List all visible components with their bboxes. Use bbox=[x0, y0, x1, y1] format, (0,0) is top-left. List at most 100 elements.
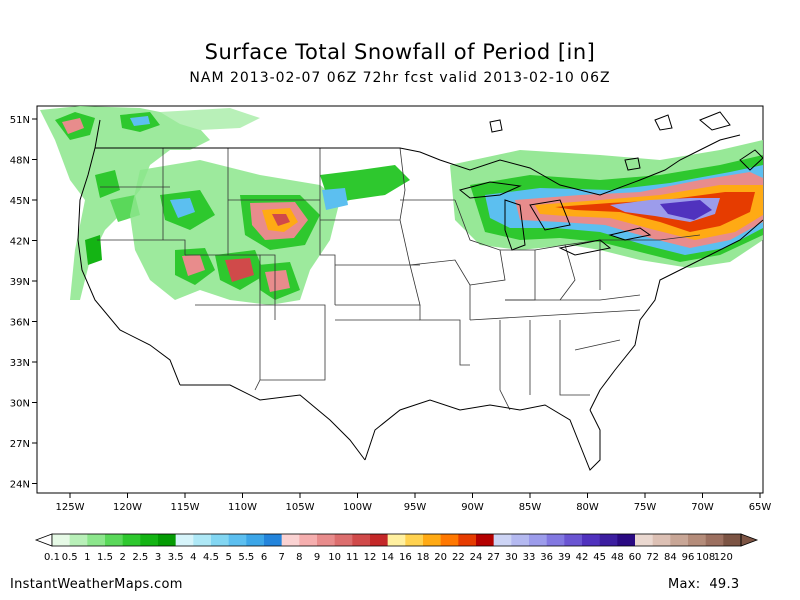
colorbar-label: 45 bbox=[593, 552, 606, 563]
coastlines bbox=[77, 111, 763, 471]
colorbar-label: 22 bbox=[452, 552, 465, 563]
colorbar-label: 84 bbox=[664, 552, 677, 563]
colorbar-swatch bbox=[228, 534, 247, 546]
colorbar-swatch bbox=[211, 534, 229, 546]
lon-label: 75W bbox=[634, 502, 657, 513]
lon-label: 115W bbox=[171, 502, 200, 513]
colorbar-swatch bbox=[440, 534, 459, 546]
colorbar-swatch bbox=[405, 534, 424, 546]
lat-label: 39N bbox=[10, 277, 30, 288]
colorbar-label: 72 bbox=[646, 552, 659, 563]
colorbar-label: 30 bbox=[505, 552, 518, 563]
colorbar-swatch bbox=[175, 534, 194, 546]
lon-label: 125W bbox=[56, 502, 85, 513]
colorbar-label: 20 bbox=[434, 552, 447, 563]
colorbar-label: 120 bbox=[714, 552, 733, 563]
colorbar-swatch bbox=[158, 534, 176, 546]
colorbar-label: 3 bbox=[155, 552, 161, 563]
colorbar-label: 10 bbox=[328, 552, 341, 563]
colorbar-swatch bbox=[423, 534, 441, 546]
colorbar-label: 16 bbox=[399, 552, 412, 563]
colorbar-swatch bbox=[193, 534, 212, 546]
colorbar-swatch bbox=[317, 534, 335, 546]
lon-label: 65W bbox=[749, 502, 772, 513]
colorbar-label: 12 bbox=[364, 552, 377, 563]
lat-label: 24N bbox=[10, 480, 30, 491]
colorbar-swatch bbox=[493, 534, 512, 546]
colorbar-outline bbox=[51, 533, 742, 547]
colorbar-swatch bbox=[670, 534, 689, 546]
latitude-axis: 51N 48N 45N 42N 39N 36N 33N 30N 27N 24N bbox=[10, 115, 37, 491]
colorbar-label: 8 bbox=[296, 552, 302, 563]
colorbar-swatch bbox=[264, 534, 282, 546]
colorbar-swatch bbox=[617, 534, 636, 546]
colorbar-swatch bbox=[476, 534, 494, 546]
colorbar-swatch bbox=[69, 534, 88, 546]
max-readout: Max: 49.3 bbox=[668, 577, 740, 592]
lat-label: 36N bbox=[10, 318, 30, 329]
colorbar: 0.1 0.5 1 1.5 2 2.5 3 3.5 4 4.5 5 5.5 6 7 8 9 10 11 12 14 16… bbox=[34, 533, 759, 563]
lat-label: 51N bbox=[10, 115, 30, 126]
colorbar-label: 1 bbox=[84, 552, 90, 563]
colorbar-label: 33 bbox=[523, 552, 536, 563]
colorbar-label: 2.5 bbox=[132, 552, 148, 563]
lon-label: 85W bbox=[519, 502, 542, 513]
colorbar-swatch bbox=[688, 534, 706, 546]
colorbar-label: 2 bbox=[119, 552, 125, 563]
lon-label: 120W bbox=[113, 502, 142, 513]
colorbar-swatch bbox=[140, 534, 159, 546]
lon-label: 95W bbox=[404, 502, 427, 513]
max-value: 49.3 bbox=[709, 577, 740, 592]
colorbar-swatch bbox=[564, 534, 583, 546]
lon-label: 105W bbox=[286, 502, 315, 513]
snow-region-northeast bbox=[450, 140, 763, 268]
colorbar-swatch bbox=[458, 534, 477, 546]
snow-region-northwest bbox=[40, 106, 260, 300]
colorbar-label: 9 bbox=[314, 552, 320, 563]
lon-label: 110W bbox=[228, 502, 257, 513]
colorbar-swatch bbox=[246, 534, 265, 546]
site-credit: InstantWeatherMaps.com bbox=[10, 577, 183, 592]
colorbar-swatch bbox=[352, 534, 371, 546]
colorbar-label: 5.5 bbox=[238, 552, 254, 563]
lat-label: 48N bbox=[10, 156, 30, 167]
colorbar-swatch bbox=[105, 534, 123, 546]
lat-label: 27N bbox=[10, 439, 30, 450]
colorbar-label: 48 bbox=[611, 552, 624, 563]
colorbar-swatch bbox=[705, 534, 724, 546]
lat-label: 42N bbox=[10, 237, 30, 248]
colorbar-swatch bbox=[546, 534, 565, 546]
colorbar-swatch bbox=[281, 534, 300, 546]
lat-label: 45N bbox=[10, 196, 30, 207]
colorbar-swatch bbox=[723, 534, 742, 546]
lat-label: 30N bbox=[10, 399, 30, 410]
lon-label: 100W bbox=[343, 502, 372, 513]
colorbar-swatch bbox=[582, 534, 600, 546]
colorbar-label: 60 bbox=[629, 552, 642, 563]
lon-label: 80W bbox=[576, 502, 599, 513]
colorbar-label: 24 bbox=[470, 552, 483, 563]
lon-label: 70W bbox=[691, 502, 714, 513]
map-subtitle: NAM 2013-02-07 06Z 72hr fcst valid 2013-… bbox=[189, 70, 611, 86]
colorbar-label: 18 bbox=[417, 552, 430, 563]
max-label: Max: bbox=[668, 577, 701, 592]
colorbar-swatch bbox=[387, 534, 406, 546]
colorbar-swatch bbox=[529, 534, 547, 546]
colorbar-swatch bbox=[52, 534, 70, 546]
colorbar-label: 4 bbox=[190, 552, 196, 563]
longitude-axis: 125W 120W 115W 110W 105W 100W 95W 90W 85W 80W 75W 7… bbox=[56, 493, 772, 513]
colorbar-label: 108 bbox=[696, 552, 715, 563]
colorbar-label: 11 bbox=[346, 552, 359, 563]
colorbar-label: 3.5 bbox=[168, 552, 184, 563]
colorbar-label: 1.5 bbox=[97, 552, 113, 563]
colorbar-swatch bbox=[635, 534, 653, 546]
colorbar-swatch bbox=[334, 534, 353, 546]
colorbar-label: 36 bbox=[540, 552, 553, 563]
lat-label: 33N bbox=[10, 358, 30, 369]
colorbar-label: 14 bbox=[381, 552, 394, 563]
colorbar-swatch bbox=[122, 534, 141, 546]
colorbar-label: 5 bbox=[225, 552, 231, 563]
colorbar-swatch bbox=[87, 534, 106, 546]
lon-label: 90W bbox=[461, 502, 484, 513]
